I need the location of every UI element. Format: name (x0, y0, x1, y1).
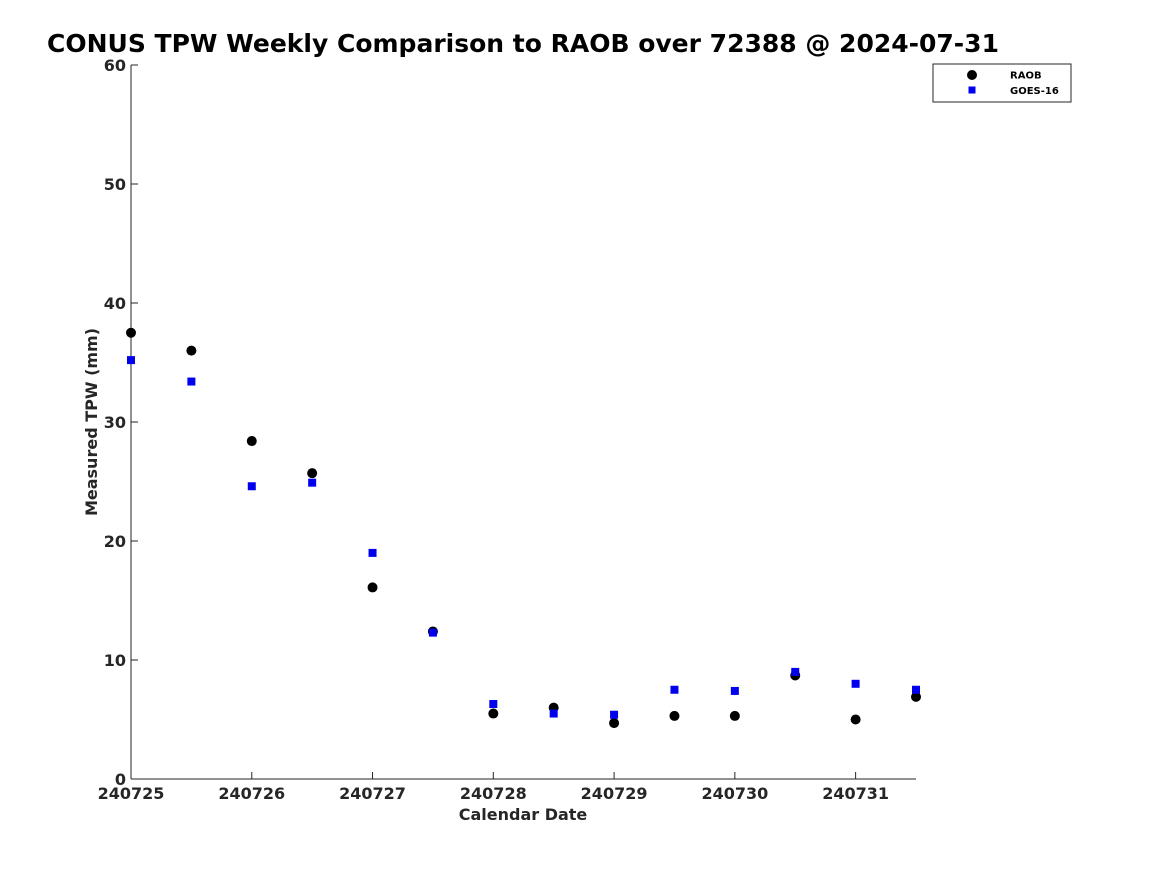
legend-raob-marker (967, 70, 977, 80)
y-tick-label: 50 (104, 175, 126, 194)
goes16-point (610, 710, 619, 719)
x-ticks: 240725 240726 240727 240728 240729 240730 2407… (98, 772, 889, 803)
goes16-point (368, 548, 377, 557)
x-axis-label: Calendar Date (459, 805, 588, 824)
y-tick-label: 0 (115, 770, 126, 789)
legend-goes16-label: GOES-16 (1010, 86, 1059, 97)
legend: RAOB GOES-16 (932, 63, 1072, 103)
x-tick-label: 240726 (218, 784, 285, 803)
goes16-point (489, 700, 498, 709)
raob-point (307, 468, 318, 479)
raob-point (126, 327, 136, 338)
data-points (126, 327, 921, 729)
goes16-point (670, 685, 679, 694)
goes16-point (912, 685, 920, 694)
x-tick-label: 240725 (98, 784, 165, 803)
goes16-point (428, 628, 437, 637)
x-tick-label: 240729 (581, 784, 648, 803)
raob-point (669, 710, 680, 721)
y-tick-label: 10 (104, 651, 126, 670)
goes16-point (730, 686, 739, 695)
raob-point (850, 714, 861, 725)
goes16-point (127, 356, 135, 365)
legend-box (932, 63, 1072, 103)
raob-point (488, 708, 499, 719)
y-ticks: 0 10 20 30 40 50 60 (104, 56, 138, 789)
goes16-point (851, 679, 860, 688)
goes16-point (308, 478, 317, 487)
chart-title: CONUS TPW Weekly Comparison to RAOB over… (47, 29, 999, 58)
y-axis-label: Measured TPW (mm) (82, 328, 101, 516)
x-tick-label: 240728 (460, 784, 527, 803)
raob-point (367, 582, 378, 593)
legend-raob-label: RAOB (1010, 71, 1042, 82)
goes16-point (187, 377, 196, 386)
y-tick-label: 60 (104, 56, 126, 75)
goes16-point (549, 709, 558, 718)
goes16-point (247, 482, 256, 491)
x-tick-label: 240730 (701, 784, 768, 803)
y-tick-label: 30 (104, 413, 126, 432)
raob-point (729, 710, 740, 721)
y-tick-label: 20 (104, 532, 126, 551)
goes16-point (791, 667, 800, 676)
raob-point (186, 345, 197, 356)
raob-point (911, 691, 921, 702)
x-tick-label: 240727 (339, 784, 406, 803)
legend-goes16-marker (968, 86, 976, 94)
raob-point (246, 436, 257, 447)
raob-point (609, 718, 620, 729)
y-tick-label: 40 (104, 294, 126, 313)
x-tick-label: 240731 (822, 784, 889, 803)
